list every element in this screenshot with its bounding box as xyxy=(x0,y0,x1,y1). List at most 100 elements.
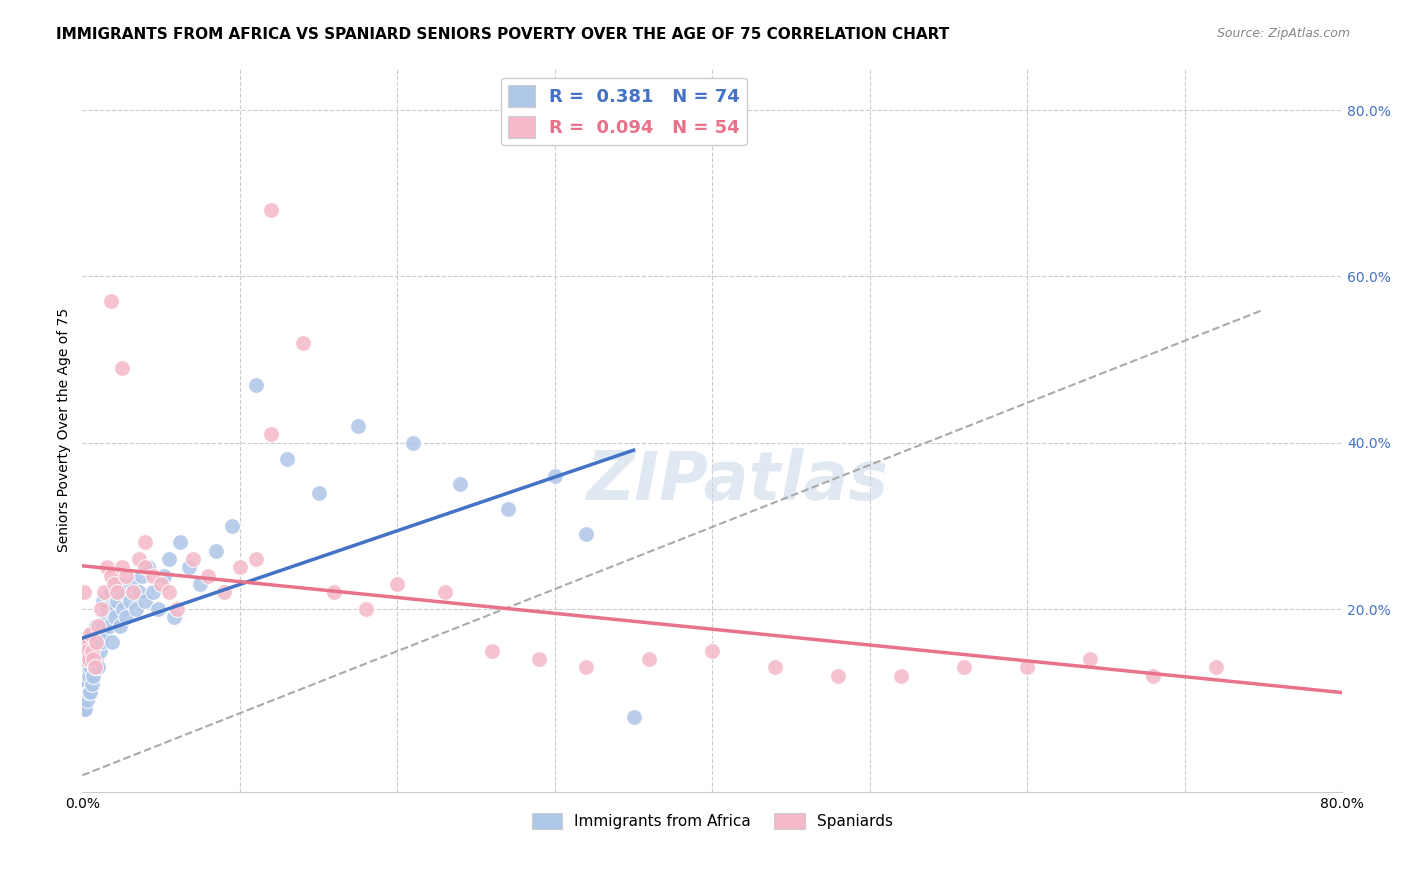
Text: Source: ZipAtlas.com: Source: ZipAtlas.com xyxy=(1216,27,1350,40)
Point xyxy=(544,469,567,483)
Point xyxy=(308,485,330,500)
Point xyxy=(157,552,180,566)
Point xyxy=(76,635,98,649)
Point xyxy=(890,668,912,682)
Point xyxy=(169,535,191,549)
Point xyxy=(82,652,104,666)
Point xyxy=(86,652,108,666)
Point xyxy=(702,643,724,657)
Point xyxy=(103,577,125,591)
Point xyxy=(103,602,125,616)
Point xyxy=(387,577,409,591)
Point xyxy=(96,560,118,574)
Point xyxy=(76,693,98,707)
Point xyxy=(105,593,128,607)
Point xyxy=(150,577,173,591)
Point xyxy=(197,568,219,582)
Point xyxy=(73,685,96,699)
Point xyxy=(75,685,97,699)
Point xyxy=(76,677,98,691)
Point xyxy=(190,577,212,591)
Point xyxy=(212,585,235,599)
Point xyxy=(80,677,103,691)
Point xyxy=(205,544,228,558)
Point xyxy=(115,610,138,624)
Y-axis label: Seniors Poverty Over the Age of 75: Seniors Poverty Over the Age of 75 xyxy=(58,308,72,552)
Point xyxy=(89,643,111,657)
Point xyxy=(112,602,135,616)
Point xyxy=(93,585,115,599)
Point xyxy=(80,643,103,657)
Point xyxy=(94,610,117,624)
Point xyxy=(128,585,150,599)
Point xyxy=(162,610,184,624)
Point xyxy=(83,660,105,674)
Point xyxy=(134,593,156,607)
Point xyxy=(100,294,122,309)
Point xyxy=(527,652,550,666)
Point xyxy=(86,618,108,632)
Point xyxy=(181,552,204,566)
Point xyxy=(111,560,134,574)
Point xyxy=(100,568,122,582)
Point xyxy=(91,593,114,607)
Point xyxy=(157,585,180,599)
Point xyxy=(77,652,100,666)
Point xyxy=(134,535,156,549)
Point xyxy=(638,652,661,666)
Text: ZIPatlas: ZIPatlas xyxy=(586,448,889,514)
Point xyxy=(83,635,105,649)
Point xyxy=(146,602,169,616)
Point xyxy=(449,477,471,491)
Point xyxy=(142,585,165,599)
Point xyxy=(260,427,283,442)
Point xyxy=(142,568,165,582)
Point xyxy=(1078,652,1101,666)
Point xyxy=(90,602,112,616)
Point xyxy=(79,635,101,649)
Point xyxy=(229,560,252,574)
Point xyxy=(138,560,160,574)
Legend: Immigrants from Africa, Spaniards: Immigrants from Africa, Spaniards xyxy=(526,806,898,835)
Point xyxy=(827,668,849,682)
Point xyxy=(221,519,243,533)
Point xyxy=(107,577,129,591)
Point xyxy=(166,602,188,616)
Point xyxy=(134,560,156,574)
Point xyxy=(575,527,598,541)
Point xyxy=(93,627,115,641)
Point xyxy=(80,627,103,641)
Point xyxy=(121,585,143,599)
Point xyxy=(76,660,98,674)
Point xyxy=(1205,660,1227,674)
Point xyxy=(73,585,96,599)
Point xyxy=(87,660,110,674)
Point xyxy=(354,602,377,616)
Point xyxy=(91,618,114,632)
Point xyxy=(82,668,104,682)
Point xyxy=(86,635,108,649)
Point xyxy=(623,710,645,724)
Point xyxy=(73,652,96,666)
Point xyxy=(79,627,101,641)
Point xyxy=(347,419,370,434)
Point xyxy=(100,585,122,599)
Point xyxy=(260,202,283,217)
Point xyxy=(108,618,131,632)
Point xyxy=(115,568,138,582)
Point xyxy=(118,593,141,607)
Point xyxy=(90,635,112,649)
Point xyxy=(101,635,124,649)
Point xyxy=(323,585,346,599)
Point xyxy=(111,360,134,375)
Point xyxy=(87,627,110,641)
Point xyxy=(76,643,98,657)
Point xyxy=(763,660,786,674)
Point xyxy=(96,602,118,616)
Point xyxy=(496,502,519,516)
Point xyxy=(402,435,425,450)
Point xyxy=(79,685,101,699)
Point xyxy=(98,618,121,632)
Point xyxy=(83,660,105,674)
Point xyxy=(87,618,110,632)
